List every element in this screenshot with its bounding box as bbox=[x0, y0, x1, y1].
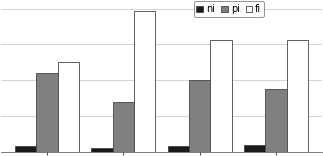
Bar bbox=[91, 148, 113, 152]
Bar bbox=[58, 62, 79, 152]
Bar bbox=[189, 80, 210, 152]
Bar bbox=[287, 40, 308, 152]
Bar bbox=[265, 89, 287, 152]
Bar bbox=[15, 146, 36, 152]
Bar bbox=[113, 102, 134, 152]
Bar bbox=[168, 146, 189, 152]
Legend: ni, pi, fi: ni, pi, fi bbox=[193, 1, 264, 17]
Bar bbox=[36, 73, 58, 152]
Bar bbox=[134, 11, 155, 152]
Bar bbox=[210, 40, 232, 152]
Bar bbox=[244, 145, 265, 152]
